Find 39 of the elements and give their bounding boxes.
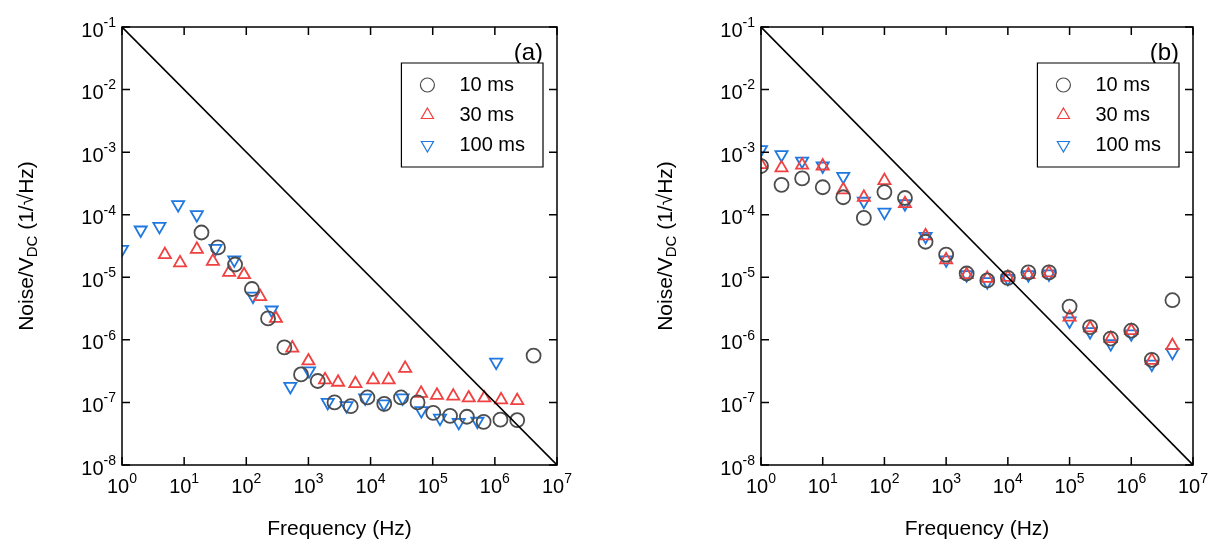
point: [1103, 330, 1118, 343]
point: [877, 172, 892, 186]
point: [774, 160, 789, 173]
point: [917, 233, 934, 250]
point: [814, 179, 831, 196]
point: [939, 251, 954, 265]
annotation: (b): [1149, 37, 1180, 65]
legend-label: 100 ms: [1095, 132, 1162, 155]
legend-label: 10 ms: [1095, 72, 1150, 95]
point: [1062, 316, 1077, 329]
point: [1164, 292, 1181, 309]
point: [794, 170, 811, 187]
point: [938, 246, 955, 263]
point: [980, 270, 995, 283]
point: [979, 272, 996, 289]
y-axis-title: Noise/VDC (1/√Hz): [652, 161, 680, 331]
legend-label: 30 ms: [1095, 102, 1150, 125]
point: [773, 176, 790, 193]
annotation: (a): [513, 37, 544, 65]
x-axis-title: Frequency (Hz): [267, 515, 412, 539]
point: [835, 189, 852, 206]
legend-label: 30 ms: [459, 102, 514, 125]
legend-label: 10 ms: [459, 72, 514, 95]
point: [1000, 269, 1015, 282]
point: [855, 209, 872, 226]
x-axis-title: Frequency (Hz): [904, 515, 1050, 539]
point: [918, 227, 933, 241]
y-axis-title: Noise/VDC (1/√Hz): [13, 161, 41, 331]
point: [1102, 330, 1119, 347]
point: [897, 190, 913, 206]
point: [1165, 337, 1180, 350]
point: [999, 269, 1016, 286]
legend-label: 100 ms: [459, 132, 526, 155]
point: [856, 189, 871, 202]
point: [1062, 309, 1077, 322]
point: [876, 184, 893, 200]
point: [1061, 298, 1078, 315]
point: [836, 181, 851, 195]
point: [897, 195, 912, 209]
